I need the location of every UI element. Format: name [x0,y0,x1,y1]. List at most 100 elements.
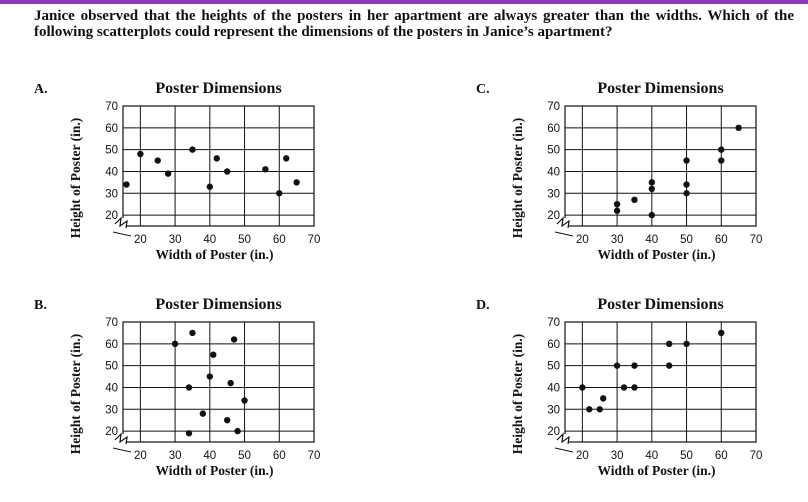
x-tick-label: 30 [169,234,182,246]
axis-break-icon [114,216,128,229]
x-tick-label: 40 [645,234,658,246]
plot-frame [564,321,757,443]
scatterplot-option-b[interactable]: B. Poster Dimensions 20 30 40 50 60 70 20 30 40 50 6… [30,292,390,492]
x-tick-label: 60 [715,234,728,246]
x-tick-label: 60 [273,234,286,246]
data-point [206,373,214,380]
data-point [631,196,638,204]
y-tick-label: 60 [105,123,118,135]
y-tick-label: 60 [547,339,560,351]
data-point [683,340,690,348]
option-letter: D. [476,298,490,313]
data-point [735,124,742,132]
question-text: Janice observed that the heights of the … [34,8,794,40]
data-point [718,329,725,337]
x-tick-label: 70 [750,234,763,246]
y-tick-label: 30 [547,188,560,200]
axis-break-icon [556,216,570,229]
option-letter: B. [34,298,47,313]
data-point [600,395,607,402]
data-point [648,211,656,219]
y-tick-label: 70 [547,317,560,329]
y-tick-label: 40 [547,382,560,394]
data-point [234,427,241,435]
data-point [665,362,673,369]
data-point [210,351,217,358]
x-axis-label: Width of Poster (in.) [156,463,274,478]
y-tick-label: 60 [105,339,118,351]
data-point [199,410,207,417]
data-point [586,406,593,413]
plot-frame [122,321,315,443]
data-point [230,336,238,343]
y-axis-label: Height of Poster (in.) [68,118,83,238]
x-tick-label: 20 [134,450,147,462]
chart-title: Poster Dimensions [597,296,723,313]
data-point [171,340,179,348]
plot-frame [122,105,315,227]
data-point [631,384,638,391]
axis-break-icon [114,432,128,445]
data-point [648,185,656,193]
axis-break-icon [556,432,570,445]
y-tick-label: 20 [547,210,560,222]
axis-break-icon [554,231,574,237]
y-tick-label: 50 [105,361,118,373]
chart-title: Poster Dimensions [597,80,723,97]
scatterplot-option-c[interactable]: C. Poster Dimensions 20 30 40 50 60 70 20 30 40 50 6… [472,76,808,276]
chart-svg: A. Poster Dimensions 20 30 40 50 60 70 20 30 40 50 6… [34,80,321,262]
axis-break-icon [112,447,132,453]
axis-break-icon [112,231,132,237]
x-tick-label: 20 [134,234,147,246]
data-point [293,179,300,186]
data-point [596,406,603,413]
x-tick-label: 50 [680,234,693,246]
top-accent-line [0,0,808,4]
x-tick-label: 30 [611,450,624,462]
data-point [683,157,690,164]
data-point [718,146,725,153]
axis-break-icon [554,447,574,453]
y-tick-label: 20 [105,426,118,438]
option-letter: A. [34,82,48,97]
plot-frame [564,105,757,227]
y-tick-label: 70 [547,101,560,113]
data-point [665,340,673,348]
scatterplot-option-d[interactable]: D. Poster Dimensions 20 30 40 50 60 70 20 30 40 50 6… [472,292,808,492]
y-tick-label: 70 [105,317,118,329]
y-tick-label: 40 [105,382,118,394]
y-tick-label: 40 [547,166,560,178]
y-tick-label: 30 [547,404,560,416]
data-point [579,384,586,391]
x-tick-label: 50 [238,450,251,462]
data-point [241,397,248,404]
data-point [154,157,161,164]
data-point [189,329,196,337]
y-tick-label: 50 [105,145,118,157]
data-point [648,179,656,186]
x-tick-label: 60 [715,450,728,462]
y-tick-label: 50 [547,145,560,157]
y-axis-label: Height of Poster (in.) [510,334,525,454]
data-point [718,157,725,164]
x-axis-label: Width of Poster (in.) [598,463,716,478]
x-tick-label: 40 [203,450,216,462]
data-point [189,146,196,153]
data-point [164,170,172,177]
chart-title: Poster Dimensions [155,296,281,313]
data-point [227,379,234,387]
data-point [137,150,144,158]
data-point [223,416,231,424]
x-tick-label: 70 [308,234,321,246]
data-point [620,384,628,391]
y-axis-label: Height of Poster (in.) [68,334,83,454]
chart-svg: B. Poster Dimensions 20 30 40 50 60 70 20 30 40 50 6… [34,296,320,478]
scatterplot-option-a[interactable]: A. Poster Dimensions 20 30 40 50 60 70 20 30 40 50 6… [30,76,390,276]
data-point [213,155,220,162]
chart-svg: D. Poster Dimensions 20 30 40 50 60 70 20 30 40 50 6… [476,296,762,478]
data-point [683,181,690,188]
x-tick-label: 40 [203,234,216,246]
data-point [276,190,283,197]
data-point [613,200,621,208]
x-tick-label: 30 [169,450,182,462]
